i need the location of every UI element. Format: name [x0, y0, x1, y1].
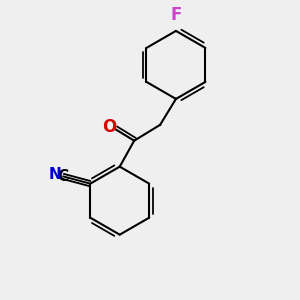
- Text: C: C: [57, 169, 68, 184]
- Text: O: O: [102, 118, 116, 136]
- Text: F: F: [170, 6, 182, 24]
- Text: N: N: [48, 167, 61, 182]
